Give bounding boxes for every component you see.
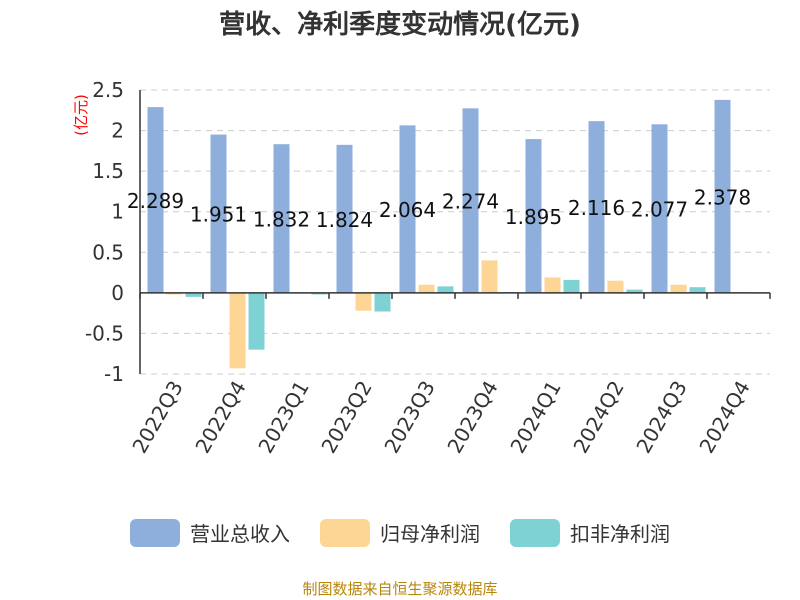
legend-label-revenue: 营业总收入 bbox=[190, 522, 290, 546]
bar-revenue bbox=[336, 144, 353, 293]
data-label: 2.378 bbox=[694, 185, 751, 209]
bar-revenue bbox=[210, 134, 227, 293]
x-tick-label: 2023Q4 bbox=[442, 377, 502, 458]
bar-revenue bbox=[588, 121, 605, 293]
data-label: 1.824 bbox=[316, 208, 373, 232]
x-tick-label: 2023Q3 bbox=[379, 377, 439, 458]
chart-title: 营收、净利季度变动情况(亿元) bbox=[219, 10, 581, 40]
y-tick-label: 1.5 bbox=[92, 159, 124, 183]
legend-swatch-net-profit bbox=[320, 518, 370, 547]
y-tick-label: 2 bbox=[111, 119, 124, 143]
y-tick-label: -1 bbox=[104, 362, 124, 386]
bar-revenue bbox=[525, 139, 542, 293]
x-tick-label: 2022Q4 bbox=[190, 377, 250, 458]
bar-deducted-profit bbox=[437, 286, 454, 293]
legend-item-deducted-profit[interactable]: 扣非净利润 bbox=[510, 518, 670, 547]
bar-deducted-profit bbox=[563, 279, 580, 293]
data-label: 2.289 bbox=[127, 189, 184, 213]
y-tick-label: 2.5 bbox=[92, 78, 124, 102]
bar-revenue bbox=[273, 144, 290, 293]
legend-swatch-revenue bbox=[130, 518, 180, 547]
legend: 营业总收入 归母净利润 扣非净利润 bbox=[0, 518, 800, 547]
bar-revenue bbox=[651, 124, 668, 293]
bar-net-profit bbox=[418, 284, 435, 293]
bar-revenue bbox=[462, 108, 479, 293]
bar-net-profit bbox=[670, 284, 687, 293]
x-tick-label: 2024Q2 bbox=[568, 377, 628, 458]
bar-net-profit bbox=[481, 260, 498, 293]
bar-revenue bbox=[147, 107, 164, 293]
y-tick-label: -0.5 bbox=[85, 321, 124, 345]
x-tick-label: 2024Q4 bbox=[694, 377, 754, 458]
legend-item-net-profit[interactable]: 归母净利润 bbox=[320, 518, 480, 547]
data-label: 2.116 bbox=[568, 196, 625, 220]
x-tick-label: 2024Q3 bbox=[631, 377, 691, 458]
bar-net-profit bbox=[166, 292, 183, 295]
x-tick-label: 2023Q2 bbox=[316, 377, 376, 458]
data-label: 1.895 bbox=[505, 205, 562, 229]
bar-deducted-profit bbox=[374, 292, 391, 312]
legend-label-net-profit: 归母净利润 bbox=[380, 522, 480, 546]
data-label: 1.951 bbox=[190, 203, 247, 227]
bar-revenue bbox=[399, 125, 416, 293]
bar-net-profit bbox=[355, 292, 372, 311]
bar-deducted-profit bbox=[689, 287, 706, 293]
bar-net-profit bbox=[544, 277, 561, 293]
bar-deducted-profit bbox=[311, 292, 328, 295]
y-tick-label: 0 bbox=[111, 281, 124, 305]
bar-deducted-profit bbox=[248, 292, 265, 350]
bar-deducted-profit bbox=[626, 289, 643, 293]
x-tick-label: 2023Q1 bbox=[253, 377, 313, 458]
bar-deducted-profit bbox=[185, 292, 202, 297]
legend-label-deducted-profit: 扣非净利润 bbox=[570, 522, 670, 546]
x-tick-label: 2024Q1 bbox=[505, 377, 565, 458]
y-tick-label: 1 bbox=[111, 200, 124, 224]
data-label: 2.064 bbox=[379, 198, 436, 222]
data-label: 2.077 bbox=[631, 198, 688, 222]
bar-net-profit bbox=[229, 292, 246, 369]
bar-net-profit bbox=[607, 280, 624, 293]
data-source-note: 制图数据来自恒生聚源数据库 bbox=[302, 580, 498, 598]
data-label: 2.274 bbox=[442, 190, 499, 214]
x-tick-label: 2022Q3 bbox=[127, 377, 187, 458]
data-label: 1.832 bbox=[253, 208, 310, 232]
legend-item-revenue[interactable]: 营业总收入 bbox=[130, 518, 290, 547]
y-axis-label: (亿元) bbox=[72, 94, 90, 136]
bar-revenue bbox=[714, 99, 731, 293]
y-tick-label: 0.5 bbox=[92, 240, 124, 264]
legend-swatch-deducted-profit bbox=[510, 518, 560, 547]
